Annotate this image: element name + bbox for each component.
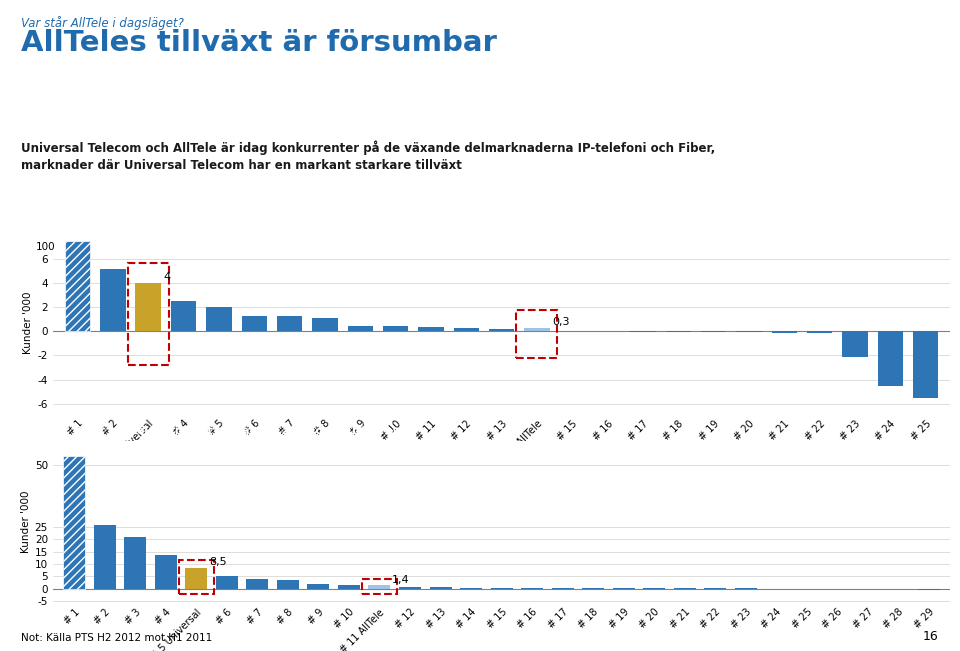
Bar [155,555,177,589]
Bar [276,316,302,331]
Bar [807,331,832,333]
Bar [491,588,513,589]
Text: 4: 4 [163,271,170,282]
Bar [135,283,161,331]
Bar [842,331,868,357]
Bar [312,318,338,331]
Bar [419,327,444,331]
Text: 0,3: 0,3 [552,317,569,327]
Bar [242,316,267,331]
Bar [338,585,360,589]
Bar [429,587,451,589]
Text: Var står AllTele i dagsläget?: Var står AllTele i dagsläget? [21,16,184,30]
Bar [185,568,207,589]
Bar [772,331,797,333]
Bar [94,525,116,589]
Bar [128,262,169,365]
Bar [100,269,126,331]
Bar [63,456,85,589]
Bar [913,331,938,398]
Bar [918,589,940,590]
Text: Not: Källa PTS H2 2012 mot H1 2011: Not: Källa PTS H2 2012 mot H1 2011 [21,633,212,643]
Text: Privat: IP-telefoni (andel av tillväxt mellan H1 2012 och H1 2011): Privat: IP-telefoni (andel av tillväxt m… [29,217,428,228]
Y-axis label: Kunder '000: Kunder '000 [23,292,34,354]
Text: 16: 16 [924,630,939,643]
Bar [247,579,269,589]
Bar [348,326,373,331]
Text: 1,4: 1,4 [393,575,410,585]
Bar [65,241,90,331]
Text: 100: 100 [36,242,56,252]
Bar [521,588,543,589]
Bar [489,329,515,331]
Bar [877,331,903,385]
Text: Universal Telecom och AllTele är idag konkurrenter på de växande delmarknaderna : Universal Telecom och AllTele är idag ko… [21,140,715,171]
Bar [171,301,196,331]
Text: Privat: Fiber (andel av tillväxt mellan H1 2012 och H1 2011): Privat: Fiber (andel av tillväxt mellan … [29,426,396,436]
Bar [362,579,397,594]
Bar [179,561,214,594]
Y-axis label: Kunder '000: Kunder '000 [20,490,31,553]
Text: AllTeles tillväxt är försumbar: AllTeles tillväxt är försumbar [21,29,497,57]
Bar [516,310,558,358]
Bar [383,326,408,331]
Bar [216,576,238,589]
Bar [453,328,479,331]
Bar [307,584,329,589]
Bar [206,307,231,331]
Bar [369,585,391,589]
Bar [524,327,550,331]
Bar [124,537,146,589]
Bar [460,588,482,589]
Bar [399,587,421,589]
Text: 8,5: 8,5 [209,557,227,567]
Bar [276,580,299,589]
